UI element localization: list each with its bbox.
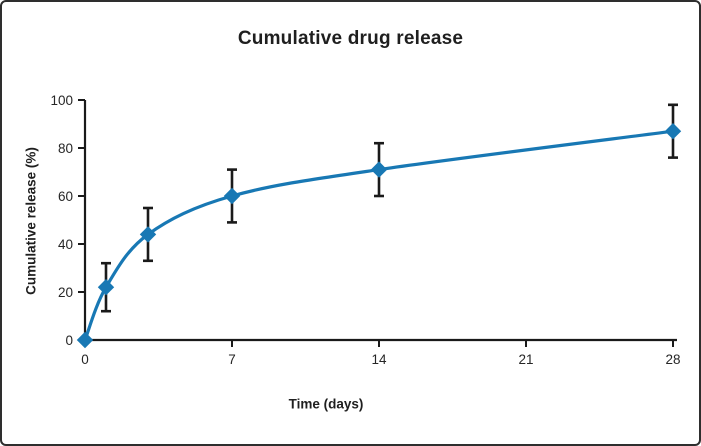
y-tick-label: 20 [58, 285, 73, 300]
data-point-marker [223, 187, 241, 205]
y-tick-label: 60 [58, 189, 73, 204]
x-tick-label: 21 [518, 352, 533, 367]
x-tick-label: 7 [228, 352, 236, 367]
data-point-marker [139, 226, 157, 243]
data-point-marker [76, 331, 94, 349]
y-tick-label: 100 [50, 93, 73, 108]
x-tick-label: 28 [665, 352, 680, 367]
x-tick-label: 14 [371, 352, 387, 367]
y-tick-label: 80 [58, 141, 73, 156]
chart-title: Cumulative drug release [237, 28, 464, 49]
data-point-marker [97, 279, 115, 296]
data-point-marker [664, 123, 682, 140]
x-axis-title: Time (days) [288, 396, 364, 412]
y-tick-label: 40 [58, 237, 73, 252]
x-tick-label: 0 [81, 352, 89, 367]
data-point-marker [370, 161, 388, 178]
y-tick-label: 0 [65, 333, 73, 348]
